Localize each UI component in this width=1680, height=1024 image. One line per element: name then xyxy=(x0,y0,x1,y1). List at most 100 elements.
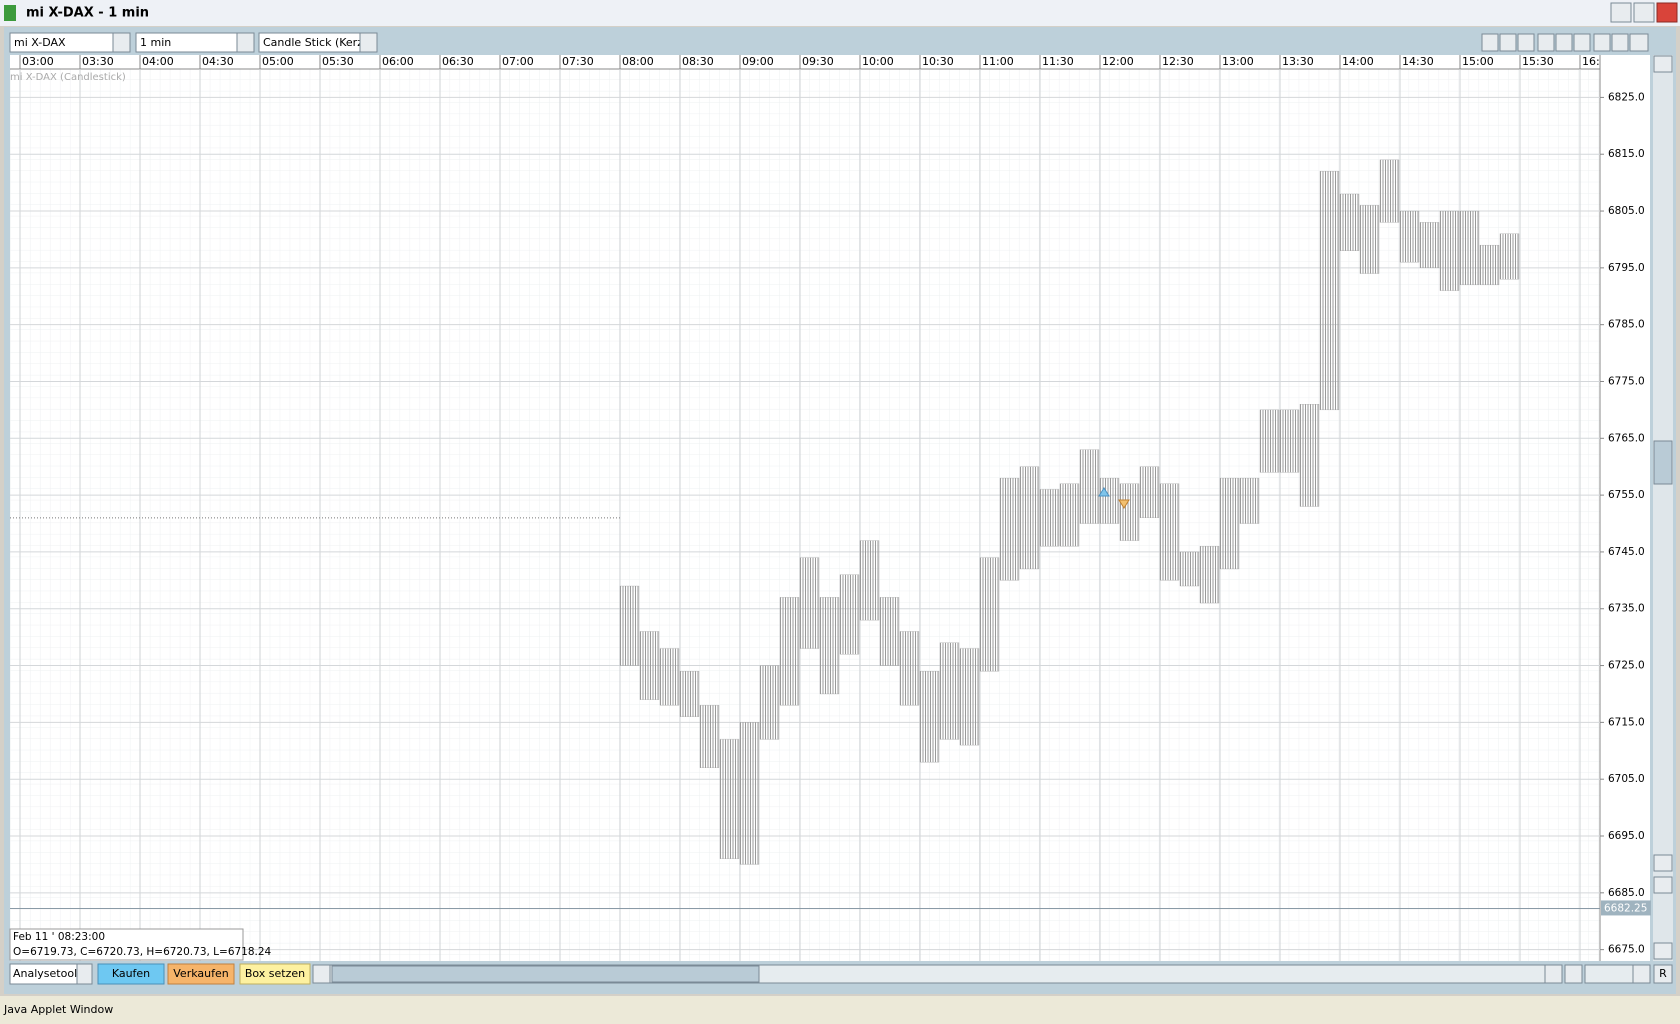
price-range-bar xyxy=(879,597,900,666)
y-tick-label: 6695.0 xyxy=(1608,830,1645,842)
price-range-bar xyxy=(1499,233,1520,280)
x-tick-label: 15:30 xyxy=(1522,55,1554,68)
x-tick-label: 13:00 xyxy=(1222,55,1254,68)
price-range-bar xyxy=(859,540,880,621)
scroll-down[interactable] xyxy=(1653,854,1673,872)
box-button[interactable] xyxy=(239,963,311,985)
tool-label: Analysetool xyxy=(13,967,77,980)
price-range-bar xyxy=(659,648,680,706)
box-label: Box setzen xyxy=(245,967,305,980)
tool-icon[interactable] xyxy=(1611,33,1629,52)
y-tick-label: 6745.0 xyxy=(1608,546,1645,558)
x-tick-label: 05:30 xyxy=(322,55,354,68)
price-range-bar xyxy=(1159,483,1180,581)
zoom-in[interactable] xyxy=(1653,876,1673,894)
status-bar xyxy=(0,996,1680,1024)
price-range-bar xyxy=(1139,466,1160,518)
x-tick-label: 09:30 xyxy=(802,55,834,68)
price-range-bar xyxy=(979,557,1000,672)
x-tick-label: 07:30 xyxy=(562,55,594,68)
tool-icon[interactable] xyxy=(1593,33,1611,52)
x-tick-label: 04:00 xyxy=(142,55,174,68)
price-range-bar xyxy=(759,665,780,740)
price-range-bar xyxy=(939,642,960,740)
y-tick-label: 6785.0 xyxy=(1608,319,1645,331)
tool-icon[interactable] xyxy=(1537,33,1555,52)
x-tick-label: 06:00 xyxy=(382,55,414,68)
x-tick-label: 08:30 xyxy=(682,55,714,68)
tool-icon[interactable] xyxy=(1481,33,1499,52)
tool-icon[interactable] xyxy=(1555,33,1573,52)
y-tick-label: 6795.0 xyxy=(1608,262,1645,274)
zoom-slider[interactable] xyxy=(1584,964,1634,984)
price-range-bar xyxy=(1279,409,1300,473)
price-range-bar xyxy=(999,477,1020,581)
cursor-price-label: 6682.25 xyxy=(1604,902,1647,914)
status-text: Java Applet Window xyxy=(3,1003,113,1016)
x-tick-label: 11:30 xyxy=(1042,55,1074,68)
price-range-bar xyxy=(1419,222,1440,269)
dropdown-arrow[interactable] xyxy=(112,32,131,53)
price-range-bar xyxy=(1039,489,1060,547)
price-range-bar xyxy=(1219,477,1240,570)
tool-icon[interactable] xyxy=(1499,33,1517,52)
price-range-bar xyxy=(1179,551,1200,587)
instrument: mi X-DAX xyxy=(14,36,66,49)
price-range-bar xyxy=(739,722,760,865)
price-range-bar xyxy=(1319,171,1340,411)
scroll-up[interactable] xyxy=(1653,55,1673,73)
zoom-in[interactable] xyxy=(1632,964,1651,984)
x-tick-label: 12:00 xyxy=(1102,55,1134,68)
buy-button[interactable] xyxy=(97,963,165,985)
sell-signal xyxy=(1118,499,1130,509)
scroll-thumb[interactable] xyxy=(1653,440,1673,485)
info-ohlc: O=6719.73, C=6720.73, H=6720.73, L=6718.… xyxy=(13,946,272,958)
y-tick-label: 6715.0 xyxy=(1608,716,1645,728)
dropdown-arrow[interactable] xyxy=(76,963,93,985)
scroll-right[interactable] xyxy=(1544,964,1563,984)
reset-button[interactable] xyxy=(1653,964,1673,984)
price-range-bar xyxy=(1399,210,1420,263)
y-tick-label: 6685.0 xyxy=(1608,887,1645,899)
dropdown-arrow[interactable] xyxy=(359,32,378,53)
buy-signal xyxy=(1098,487,1110,497)
y-tick-label: 6725.0 xyxy=(1608,660,1645,672)
tool-icon[interactable] xyxy=(1629,33,1649,52)
price-range-bar xyxy=(679,671,700,717)
scroll-thumb[interactable] xyxy=(331,965,760,983)
tool-icon[interactable] xyxy=(1517,33,1535,52)
x-tick-label: 12:30 xyxy=(1162,55,1194,68)
x-tick-label: 09:00 xyxy=(742,55,774,68)
price-scrollbar[interactable] xyxy=(1653,55,1673,961)
minimize-button[interactable] xyxy=(1610,2,1632,23)
x-tick-label: 07:00 xyxy=(502,55,534,68)
close-button[interactable] xyxy=(1656,2,1678,23)
price-range-bar xyxy=(1359,205,1380,274)
price-range-bar xyxy=(699,705,720,768)
price-range-bar xyxy=(1119,483,1140,541)
price-range-bar xyxy=(799,557,820,649)
price-range-bar xyxy=(1199,546,1220,604)
price-range-bar xyxy=(1259,409,1280,473)
dropdown-arrow[interactable] xyxy=(236,32,255,53)
price-range-bar xyxy=(1099,477,1120,524)
zoom-out[interactable] xyxy=(1564,964,1583,984)
reset-label: R xyxy=(1659,967,1667,980)
info-box xyxy=(9,928,244,961)
y-tick-label: 6825.0 xyxy=(1608,91,1645,103)
sell-button[interactable] xyxy=(167,963,235,985)
x-tick-label: 05:00 xyxy=(262,55,294,68)
buy-label: Kaufen xyxy=(112,967,150,980)
restore-button[interactable] xyxy=(1633,2,1655,23)
x-tick-label: 08:00 xyxy=(622,55,654,68)
tool-icon[interactable] xyxy=(1573,33,1591,52)
price-range-bar xyxy=(819,597,840,695)
y-tick-label: 6805.0 xyxy=(1608,205,1645,217)
y-tick-label: 6705.0 xyxy=(1608,773,1645,785)
price-range-bar xyxy=(719,739,740,859)
zoom-out[interactable] xyxy=(1653,942,1673,960)
price-range-bar xyxy=(1019,466,1040,570)
x-tick-label: 06:30 xyxy=(442,55,474,68)
price-range-bar xyxy=(919,671,940,763)
scroll-left[interactable] xyxy=(312,964,331,984)
